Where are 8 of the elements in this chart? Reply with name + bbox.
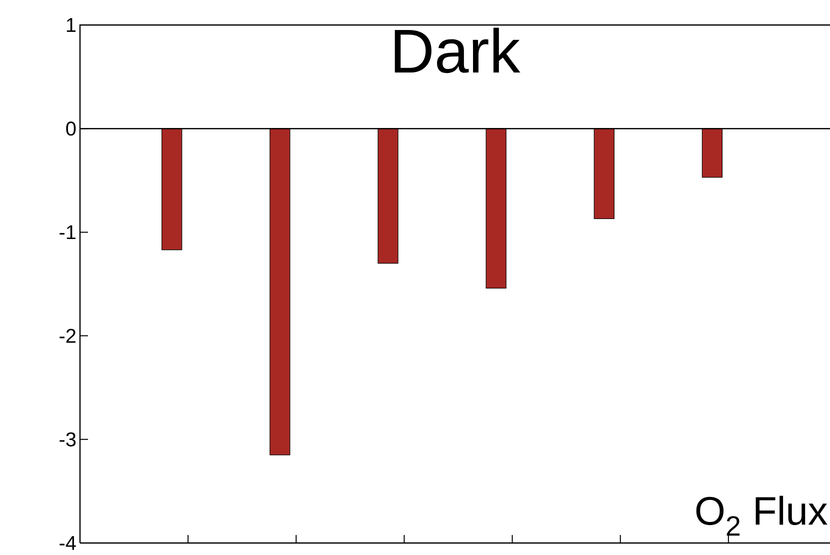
y-tick-label: 0 <box>66 122 76 136</box>
y-tick-label: -4 <box>60 536 76 550</box>
y-tick-label: -1 <box>60 225 76 240</box>
annotation: O$_{2}$ Flux <box>696 496 828 536</box>
y-tick-label: 1 <box>66 18 76 32</box>
chart-title: Dark <box>394 28 520 74</box>
y-tick-label: -3 <box>60 432 76 446</box>
y-tick-label: -2 <box>60 328 76 343</box>
